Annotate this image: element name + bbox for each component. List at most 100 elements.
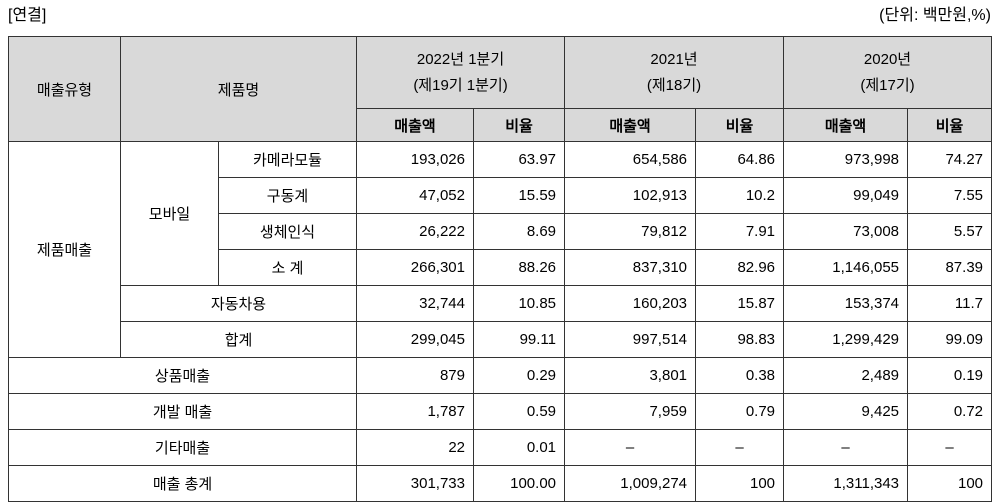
value-cell: 153,374 — [783, 285, 909, 322]
value-cell: 9,425 — [783, 393, 909, 430]
value-cell: 1,146,055 — [783, 249, 909, 286]
unit-label: (단위: 백만원,%) — [879, 7, 991, 24]
period-line-1: 2020년 — [863, 50, 912, 68]
row-label-biometrics: 생체인식 — [218, 213, 357, 250]
value-cell: 15.87 — [695, 285, 785, 322]
value-cell: 100 — [907, 465, 993, 502]
value-cell: 98.83 — [695, 321, 785, 358]
value-cell: 47,052 — [356, 177, 474, 214]
header-ratio-2022: 비율 — [472, 108, 566, 142]
period-line-1: 2021년 — [650, 50, 698, 68]
value-cell: 654,586 — [564, 141, 697, 178]
row-label-product-sales: 제품매출 — [8, 141, 121, 358]
header-ratio-2021: 비율 — [695, 108, 785, 142]
row-label-automotive: 자동차용 — [120, 285, 357, 322]
header-ratio-2020: 비율 — [907, 108, 993, 142]
value-cell: 11.7 — [907, 285, 993, 322]
value-cell: – — [783, 429, 909, 466]
value-cell: 301,733 — [356, 465, 474, 502]
row-label-product-total: 합계 — [120, 321, 357, 358]
scope-label: [연결] — [8, 7, 47, 24]
value-cell: 0.01 — [472, 429, 566, 466]
value-cell: 997,514 — [564, 321, 697, 358]
table-header: 매출유형 제품명 2022년 1분기 (제19기 1분기) 2021년 (제18… — [8, 36, 993, 142]
value-cell: 100 — [695, 465, 785, 502]
value-cell: 3,801 — [564, 357, 697, 394]
value-cell: 1,009,274 — [564, 465, 697, 502]
value-cell: 63.97 — [472, 141, 566, 178]
value-cell: 266,301 — [356, 249, 474, 286]
row-label-subtotal: 소 계 — [218, 249, 357, 286]
period-line-2: (제18기) — [646, 76, 702, 94]
value-cell: 102,913 — [564, 177, 697, 214]
value-cell: 193,026 — [356, 141, 474, 178]
header-amount-2020: 매출액 — [783, 108, 909, 142]
table-row: 상품매출 879 0.29 3,801 0.38 2,489 0.19 — [8, 357, 993, 394]
value-cell: 74.27 — [907, 141, 993, 178]
value-cell: 1,311,343 — [783, 465, 909, 502]
period-line-1: 2022년 1분기 — [416, 50, 505, 68]
value-cell: 0.59 — [472, 393, 566, 430]
value-cell: 837,310 — [564, 249, 697, 286]
table-body: 제품매출 모바일 카메라모듈 193,026 63.97 654,586 64.86 973,… — [8, 141, 993, 502]
table-row: 매출 총계 301,733 100.00 1,009,274 100 1,311,343 1… — [8, 465, 993, 502]
value-cell: – — [695, 429, 785, 466]
value-cell: 0.38 — [695, 357, 785, 394]
value-cell: 160,203 — [564, 285, 697, 322]
row-label-development-sales: 개발 매출 — [8, 393, 357, 430]
header-period-2020: 2020년 (제17기) — [783, 36, 993, 109]
value-cell: 87.39 — [907, 249, 993, 286]
value-cell: 5.57 — [907, 213, 993, 250]
value-cell: 79,812 — [564, 213, 697, 250]
table-row: 제품매출 모바일 카메라모듈 193,026 63.97 654,586 64.86 973,… — [8, 141, 993, 358]
value-cell: 100.00 — [472, 465, 566, 502]
value-cell: 99.09 — [907, 321, 993, 358]
row-label-merchandise-sales: 상품매출 — [8, 357, 357, 394]
value-cell: 15.59 — [472, 177, 566, 214]
row-label-other-sales: 기타매출 — [8, 429, 357, 466]
value-cell: 0.72 — [907, 393, 993, 430]
header-period-row: 매출유형 제품명 2022년 1분기 (제19기 1분기) 2021년 (제18… — [8, 36, 993, 142]
value-cell: 8.69 — [472, 213, 566, 250]
value-cell: 2,489 — [783, 357, 909, 394]
value-cell: – — [907, 429, 993, 466]
value-cell: 22 — [356, 429, 474, 466]
value-cell: 7,959 — [564, 393, 697, 430]
value-cell: 0.29 — [472, 357, 566, 394]
value-cell: 32,744 — [356, 285, 474, 322]
period-line-2: (제19기 1분기) — [413, 76, 508, 94]
value-cell: 73,008 — [783, 213, 909, 250]
period-line-2: (제17기) — [860, 76, 915, 94]
table-row: 자동차용 32,744 10.85 160,203 15.87 153,374 11.7 — [8, 285, 993, 322]
value-cell: 26,222 — [356, 213, 474, 250]
header-measure-row: 매출액 비율 매출액 비율 매출액 비율 — [9, 108, 993, 142]
value-cell: 10.2 — [695, 177, 785, 214]
header-amount-2021: 매출액 — [564, 108, 697, 142]
value-cell: 88.26 — [472, 249, 566, 286]
value-cell: 99,049 — [783, 177, 909, 214]
header-product-name: 제품명 — [120, 36, 357, 142]
header-amount-2022: 매출액 — [356, 108, 474, 142]
table-caption-row: [연결] (단위: 백만원,%) — [8, 4, 991, 36]
value-cell: 1,787 — [356, 393, 474, 430]
value-cell: – — [564, 429, 697, 466]
value-cell: 1,299,429 — [783, 321, 909, 358]
header-period-2022q1: 2022년 1분기 (제19기 1분기) — [355, 36, 566, 109]
row-label-grand-total: 매출 총계 — [8, 465, 357, 502]
header-sales-type: 매출유형 — [8, 36, 121, 142]
table-row: 기타매출 22 0.01– – – – — [8, 429, 993, 466]
table-row: 개발 매출 1,787 0.59 7,959 0.79 9,425 0.72 — [8, 393, 993, 430]
value-cell: 879 — [356, 357, 474, 394]
row-label-mobile: 모바일 — [120, 141, 219, 286]
value-cell: 7.91 — [695, 213, 785, 250]
value-cell: 82.96 — [695, 249, 785, 286]
value-cell: 7.55 — [907, 177, 993, 214]
value-cell: 0.19 — [907, 357, 993, 394]
header-period-2021: 2021년 (제18기) — [564, 36, 785, 109]
table-row: 구동계 47,052 15.59 102,913 10.2 99,049 7.55 — [8, 177, 993, 214]
value-cell: 64.86 — [695, 141, 785, 178]
row-label-camera-module: 카메라모듈 — [218, 141, 357, 178]
value-cell: 299,045 — [356, 321, 474, 358]
sales-breakdown-table: 매출유형 제품명 2022년 1분기 (제19기 1분기) 2021년 (제18… — [8, 36, 993, 502]
